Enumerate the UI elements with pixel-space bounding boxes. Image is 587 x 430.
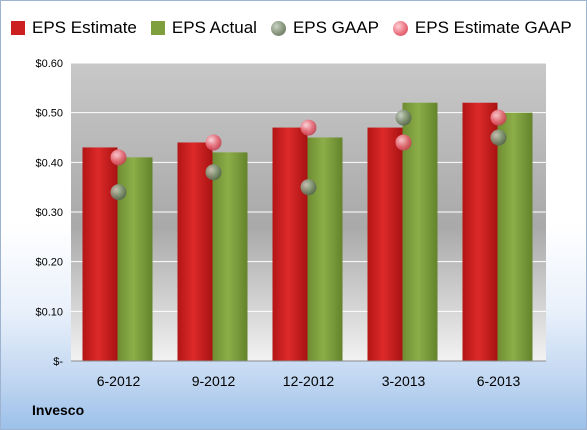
legend-swatch-eps-estimate xyxy=(11,21,25,35)
bar-eps-estimate xyxy=(82,147,118,361)
bar-eps-estimate xyxy=(367,127,403,361)
point-eps-gaap xyxy=(110,184,127,201)
legend-marker-eps-gaap xyxy=(270,20,286,36)
point-eps-estimate-gaap xyxy=(490,109,507,126)
legend-item-eps-estimate: EPS Estimate xyxy=(11,18,137,38)
point-eps-estimate-gaap xyxy=(110,149,127,166)
bar-eps-estimate xyxy=(462,102,498,361)
x-tick-label: 3-2013 xyxy=(382,373,426,389)
y-tick-label: $0.30 xyxy=(35,207,63,219)
legend-label-eps-estimate-gaap: EPS Estimate GAAP xyxy=(414,18,572,37)
y-tick-label: $0.60 xyxy=(35,58,63,70)
y-tick-label: $0.10 xyxy=(35,306,63,318)
point-eps-gaap xyxy=(205,164,222,181)
bar-eps-actual xyxy=(497,112,533,362)
y-tick-label: $- xyxy=(53,356,63,368)
company-label: Invesco xyxy=(32,402,85,418)
x-tick-label: 6-2013 xyxy=(477,373,521,389)
bar-eps-actual xyxy=(212,152,248,361)
legend-marker-eps-estimate-gaap xyxy=(392,20,408,36)
bar-eps-estimate xyxy=(177,142,213,361)
x-tick-label: 6-2012 xyxy=(97,373,141,389)
point-eps-gaap xyxy=(490,129,507,146)
point-eps-gaap xyxy=(300,179,317,196)
x-tick-label: 12-2012 xyxy=(283,373,335,389)
point-eps-gaap xyxy=(395,109,412,126)
legend: EPS Estimate EPS Actual EPS GAAP EPS Est… xyxy=(11,18,572,38)
y-tick-label: $0.40 xyxy=(35,157,63,169)
y-tick-label: $0.20 xyxy=(35,257,63,269)
point-eps-estimate-gaap xyxy=(395,134,412,151)
legend-item-eps-actual: EPS Actual xyxy=(150,18,257,38)
y-tick-label: $0.50 xyxy=(35,108,63,120)
legend-swatch-eps-actual xyxy=(150,21,165,35)
point-eps-estimate-gaap xyxy=(300,119,317,136)
legend-label-eps-actual: EPS Actual xyxy=(171,18,257,37)
legend-label-eps-estimate: EPS Estimate xyxy=(32,18,137,37)
legend-label-eps-gaap: EPS GAAP xyxy=(292,18,379,37)
bar-eps-actual xyxy=(307,137,343,361)
bar-eps-estimate xyxy=(272,127,308,361)
legend-item-eps-estimate-gaap: EPS Estimate GAAP xyxy=(392,18,572,38)
point-eps-estimate-gaap xyxy=(205,134,222,151)
x-tick-label: 9-2012 xyxy=(192,373,236,389)
legend-item-eps-gaap: EPS GAAP xyxy=(270,18,379,38)
